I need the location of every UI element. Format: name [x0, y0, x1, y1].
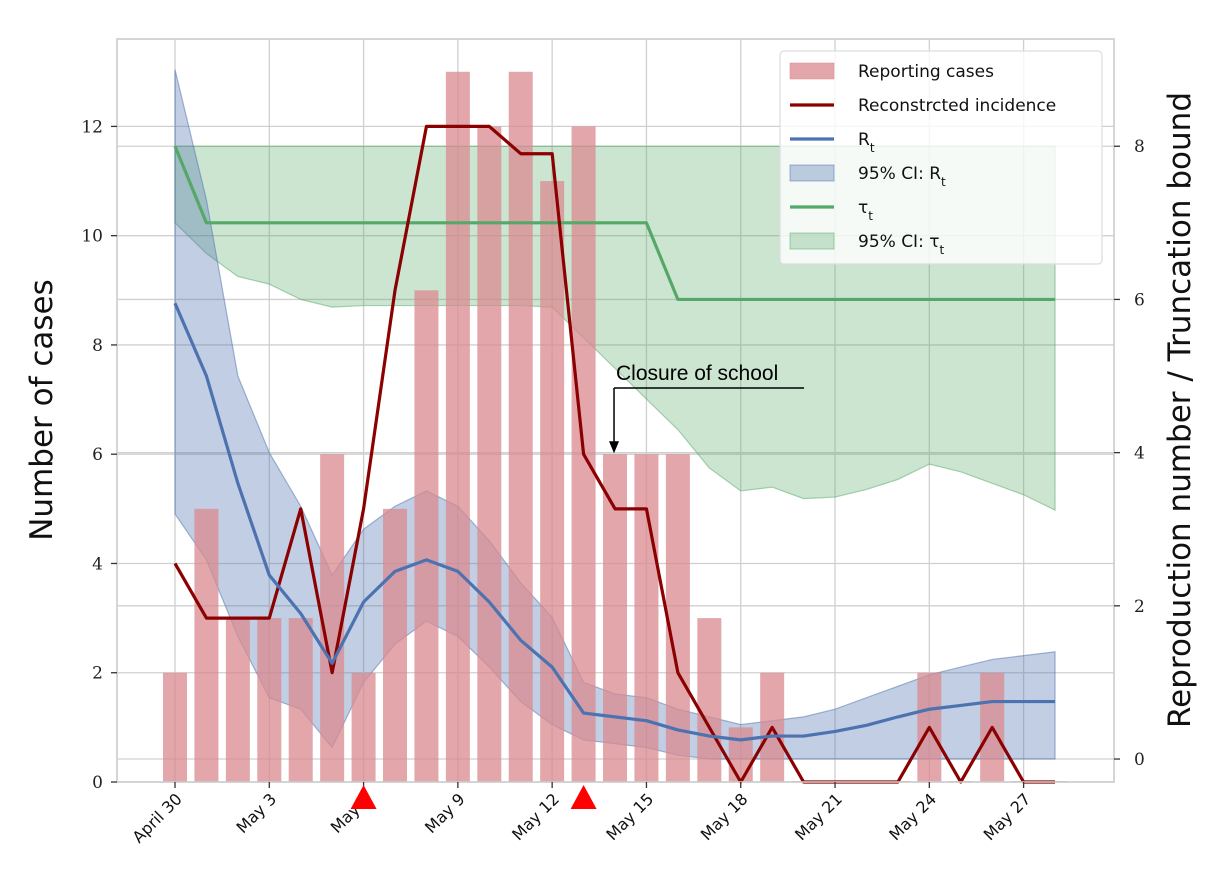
- red-triangle-marker-1: [570, 785, 597, 809]
- legend-swatch-3: [789, 164, 835, 182]
- ytick-right-label-0: 0: [1134, 750, 1145, 770]
- bar-17: [697, 618, 722, 782]
- bar-7: [383, 508, 408, 782]
- bar-12: [540, 181, 565, 782]
- bar-9: [445, 71, 470, 782]
- legend-label-0: Reporting cases: [858, 62, 994, 82]
- annotation-arrow-head: [609, 441, 620, 454]
- legend-box: [779, 50, 1103, 265]
- bar-3: [257, 618, 282, 782]
- ytick-left-label-2: 4: [92, 554, 103, 574]
- bar-0: [163, 672, 187, 782]
- ytick-left-label-5: 10: [81, 227, 103, 247]
- rt-line: [173, 302, 1056, 742]
- ytick-right-label-2: 4: [1134, 444, 1145, 464]
- bar-1: [194, 508, 219, 782]
- ytick-right-label-1: 2: [1134, 597, 1145, 617]
- bar-18: [728, 727, 753, 782]
- event-markers: [350, 785, 597, 809]
- bar-2: [225, 618, 250, 782]
- incidence-line: [173, 124, 1056, 784]
- bar-4: [288, 618, 313, 782]
- bar-8: [414, 290, 439, 782]
- ytick-left-label-6: 12: [81, 117, 103, 137]
- ytick-left-label-0: 0: [92, 773, 103, 793]
- legend-swatch-5: [789, 232, 835, 250]
- y-axis-right-title: Reproduction number / Truncation bound: [1162, 92, 1198, 728]
- bar-10: [477, 126, 502, 783]
- annotation: Closure of school: [609, 362, 805, 454]
- ytick-right-label-4: 8: [1134, 137, 1145, 157]
- red-triangle-marker-0: [350, 785, 377, 809]
- bar-6: [351, 672, 376, 782]
- ytick-right-label-3: 6: [1134, 290, 1145, 310]
- ytick-left-label-4: 8: [92, 336, 103, 356]
- annotation-text: Closure of school: [616, 362, 778, 385]
- ytick-left-label-1: 2: [92, 664, 103, 684]
- plot-frame: [116, 38, 1115, 783]
- tau-line: [173, 145, 1056, 302]
- bar-11: [508, 71, 533, 782]
- series-lines: [173, 124, 1056, 784]
- bar-15: [634, 454, 659, 782]
- legend-swatch-0: [789, 62, 835, 80]
- bar-14: [603, 454, 628, 782]
- legend-label-1: Reconstrcted incidence: [858, 96, 1056, 116]
- bars: [163, 71, 1068, 783]
- y-axis-left-title: Number of cases: [24, 279, 60, 541]
- bar-5: [320, 454, 345, 782]
- ytick-left-label-3: 6: [92, 445, 103, 465]
